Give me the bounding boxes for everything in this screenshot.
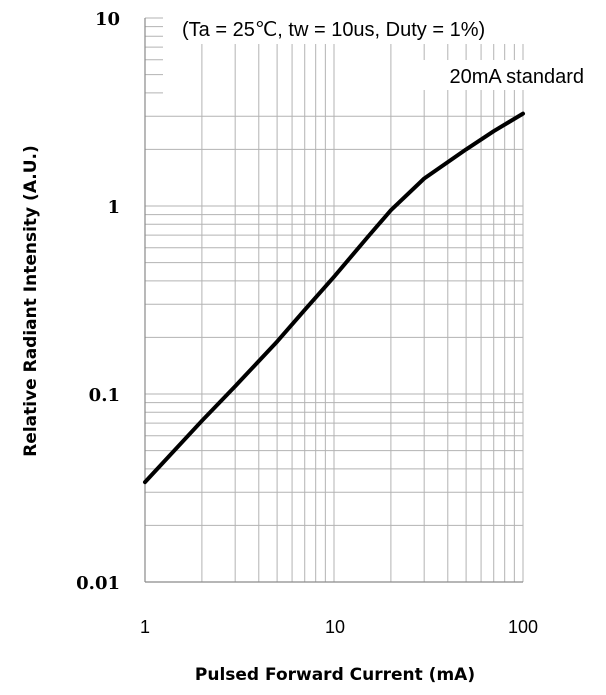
- x-tick-label: 100: [508, 617, 538, 637]
- minor-ticks: [145, 17, 163, 94]
- x-tick-label: 1: [140, 617, 150, 637]
- y-tick-label: 0.01: [76, 573, 120, 594]
- y-tick-label: 1: [107, 197, 120, 218]
- series-layer: [143, 111, 525, 485]
- annotation-background: [172, 10, 592, 44]
- x-tick-label: 10: [325, 617, 345, 637]
- series-line: [143, 111, 525, 485]
- y-tick-label: 10: [95, 9, 120, 30]
- annotation-background: [398, 60, 588, 90]
- y-axis-title: Relative Radiant Intensity (A.U.): [21, 145, 41, 457]
- grid: [144, 18, 524, 583]
- y-tick-label: 0.1: [89, 385, 120, 406]
- x-axis-title: Pulsed Forward Current (mA): [195, 665, 475, 685]
- standard-annotation: 20mA standard: [449, 66, 584, 88]
- test-conditions-annotation: (Ta = 25℃, tw = 10us, Duty = 1%): [182, 19, 485, 41]
